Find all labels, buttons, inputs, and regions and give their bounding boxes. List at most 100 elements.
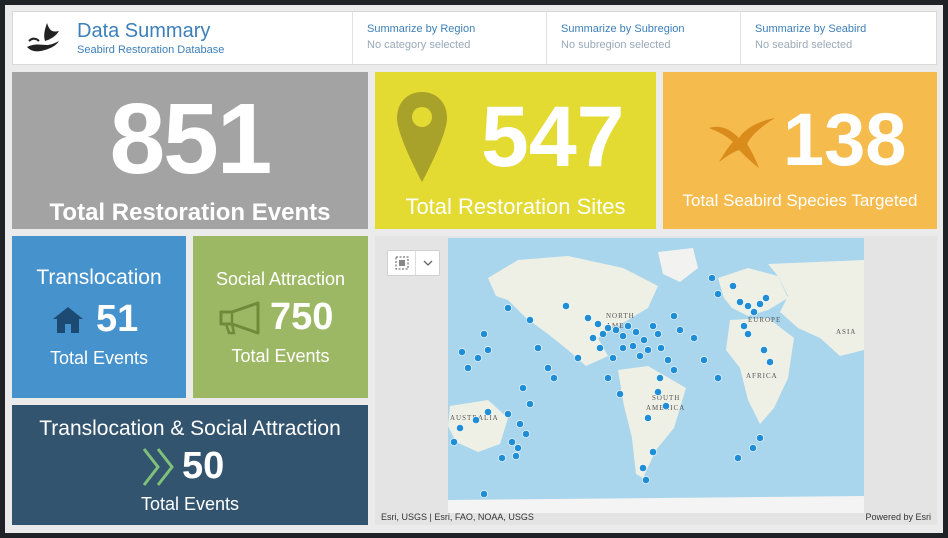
site-marker[interactable] (708, 274, 716, 282)
site-marker[interactable] (450, 438, 458, 446)
sites-label: Total Restoration Sites (405, 194, 626, 219)
site-marker[interactable] (456, 424, 464, 432)
site-marker[interactable] (619, 332, 627, 340)
site-marker[interactable] (644, 346, 652, 354)
region-selector[interactable]: Summarize by Region No category selected (353, 12, 547, 64)
site-marker[interactable] (464, 364, 472, 372)
site-marker[interactable] (612, 326, 620, 334)
social-attraction-value: 750 (270, 296, 334, 338)
site-marker[interactable] (734, 454, 742, 462)
site-marker[interactable] (756, 434, 764, 442)
site-marker[interactable] (619, 344, 627, 352)
site-marker[interactable] (649, 322, 657, 330)
site-marker[interactable] (589, 334, 597, 342)
site-marker[interactable] (642, 476, 650, 484)
site-marker[interactable] (504, 410, 512, 418)
site-marker[interactable] (480, 330, 488, 338)
site-marker[interactable] (550, 374, 558, 382)
site-marker[interactable] (656, 374, 664, 382)
site-marker[interactable] (632, 328, 640, 336)
site-marker[interactable] (740, 322, 748, 330)
site-marker[interactable] (594, 320, 602, 328)
site-marker[interactable] (480, 490, 488, 498)
site-marker[interactable] (472, 416, 480, 424)
site-marker[interactable] (514, 444, 522, 452)
site-marker[interactable] (670, 312, 678, 320)
site-marker[interactable] (526, 316, 534, 324)
site-marker[interactable] (670, 366, 678, 374)
site-marker[interactable] (760, 346, 768, 354)
map-selection-tool[interactable] (388, 251, 416, 275)
site-marker[interactable] (474, 354, 482, 362)
site-marker[interactable] (512, 452, 520, 460)
site-marker[interactable] (662, 402, 670, 410)
powered-by-esri[interactable]: Powered by Esri (865, 512, 931, 522)
site-marker[interactable] (749, 444, 757, 452)
land-europe (718, 268, 788, 316)
site-marker[interactable] (526, 400, 534, 408)
map-tool-dropdown[interactable] (416, 251, 439, 275)
site-marker[interactable] (766, 358, 774, 366)
translocation-card: Translocation 51 Total Events (12, 236, 186, 398)
site-marker[interactable] (714, 374, 722, 382)
site-marker[interactable] (736, 298, 744, 306)
site-marker[interactable] (649, 448, 657, 456)
total-events-card: 851 Total Restoration Events (12, 72, 368, 229)
site-marker[interactable] (604, 374, 612, 382)
site-marker[interactable] (609, 354, 617, 362)
subregion-selector[interactable]: Summarize by Subregion No subregion sele… (547, 12, 741, 64)
map-label-asia: ASIA (836, 328, 856, 336)
site-marker[interactable] (664, 356, 672, 364)
site-marker[interactable] (484, 408, 492, 416)
seabird-selector[interactable]: Summarize by Seabird No seabird selected (741, 12, 935, 64)
site-marker[interactable] (654, 388, 662, 396)
site-marker[interactable] (458, 348, 466, 356)
site-marker[interactable] (596, 344, 604, 352)
site-marker[interactable] (644, 414, 652, 422)
site-marker[interactable] (744, 302, 752, 310)
site-marker[interactable] (519, 384, 527, 392)
site-marker[interactable] (484, 346, 492, 354)
world-map[interactable]: NORTH AMER EUROPE ASIA AFRICA SOUTH AMER… (448, 238, 864, 513)
site-marker[interactable] (508, 438, 516, 446)
site-marker[interactable] (498, 454, 506, 462)
region-selector-label: Summarize by Region (367, 23, 476, 35)
site-marker[interactable] (639, 464, 647, 472)
site-marker[interactable] (676, 326, 684, 334)
sites-value: 547 (481, 89, 625, 185)
site-marker[interactable] (599, 330, 607, 338)
map-attribution: Esri, USGS | Esri, FAO, NOAA, USGS (381, 512, 534, 522)
site-marker[interactable] (504, 304, 512, 312)
site-marker[interactable] (744, 330, 752, 338)
site-marker[interactable] (657, 344, 665, 352)
site-marker[interactable] (574, 354, 582, 362)
sites-card: 547 Total Restoration Sites (375, 72, 656, 229)
site-marker[interactable] (714, 290, 722, 298)
site-marker[interactable] (750, 308, 758, 316)
map-panel[interactable]: NORTH AMER EUROPE ASIA AFRICA SOUTH AMER… (375, 236, 937, 525)
site-marker[interactable] (690, 334, 698, 342)
site-marker[interactable] (616, 390, 624, 398)
site-marker[interactable] (654, 330, 662, 338)
site-marker[interactable] (544, 364, 552, 372)
species-label: Total Seabird Species Targeted (682, 191, 918, 210)
site-marker[interactable] (562, 302, 570, 310)
site-marker[interactable] (636, 352, 644, 360)
site-marker[interactable] (700, 356, 708, 364)
land-south-america (618, 366, 686, 478)
site-marker[interactable] (756, 300, 764, 308)
site-marker[interactable] (624, 322, 632, 330)
site-marker[interactable] (522, 430, 530, 438)
site-marker[interactable] (534, 344, 542, 352)
site-marker[interactable] (516, 420, 524, 428)
site-marker[interactable] (629, 342, 637, 350)
app-subtitle: Seabird Restoration Database (77, 44, 225, 56)
translocation-social-label: Total Events (140, 494, 240, 514)
site-marker[interactable] (584, 314, 592, 322)
hand-bird-logo-icon (27, 23, 59, 52)
site-marker[interactable] (640, 336, 648, 344)
translocation-social-value: 50 (182, 445, 225, 487)
site-marker[interactable] (762, 294, 770, 302)
site-marker[interactable] (729, 282, 737, 290)
site-marker[interactable] (604, 324, 612, 332)
